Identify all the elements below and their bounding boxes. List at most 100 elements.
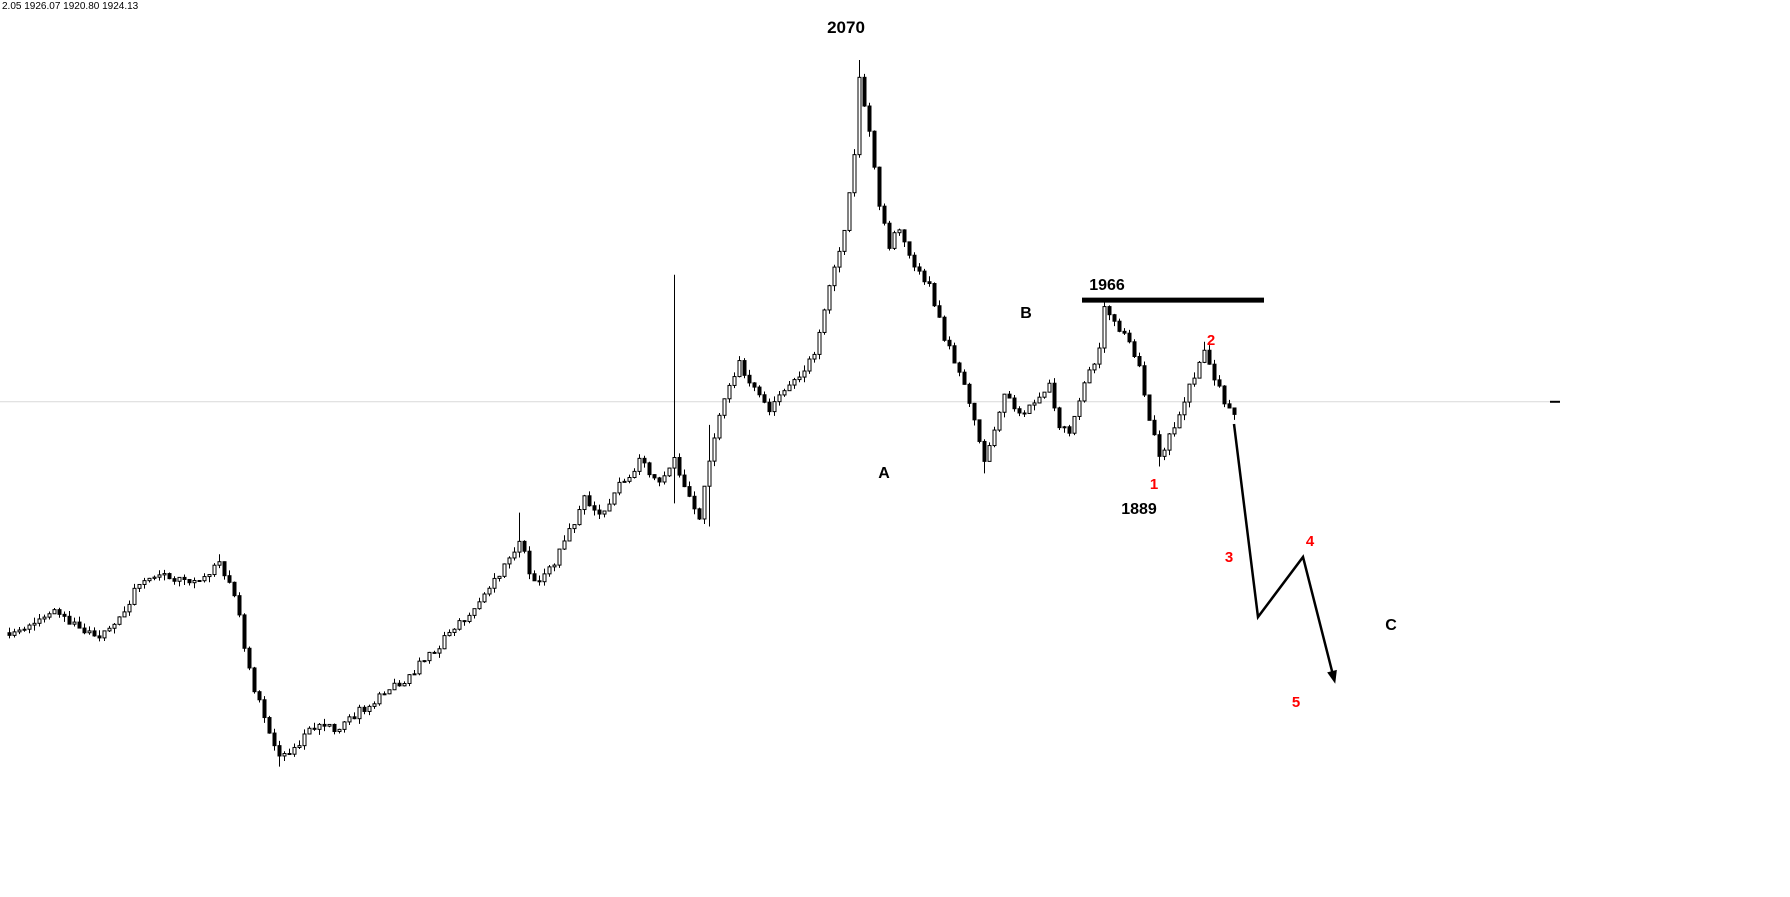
candle-body [422, 660, 427, 663]
candle-body [1087, 369, 1092, 384]
candle-body [82, 627, 87, 634]
candle-body [1162, 449, 1167, 457]
candle-body [272, 732, 277, 747]
chart-label-level-1966[interactable]: 1966 [1089, 277, 1125, 294]
candle-body [1017, 408, 1022, 414]
candle-body [447, 631, 452, 637]
candle-body [937, 305, 942, 318]
candle-body [497, 575, 502, 579]
candle-body [532, 573, 537, 582]
candle-body [912, 254, 917, 268]
candle-body [17, 629, 22, 633]
candle-body [1157, 434, 1162, 457]
candle-body [647, 462, 652, 476]
chart-label-wave-1[interactable]: 1 [1150, 476, 1158, 493]
candle-body [552, 564, 557, 568]
candle-body [817, 331, 822, 355]
candle-body [1167, 433, 1172, 451]
candle-body [242, 614, 247, 649]
chart-label-peak-price[interactable]: 2070 [827, 18, 865, 37]
candle-body [517, 540, 522, 553]
candle-body [972, 402, 977, 421]
candle-body [192, 580, 197, 584]
chart-label-wave-5[interactable]: 5 [1292, 694, 1300, 711]
candle-body [627, 476, 632, 482]
candle-body [592, 505, 597, 511]
candle-body [787, 384, 792, 392]
candle-body [642, 457, 647, 464]
candle-body [47, 613, 52, 618]
candle-body [332, 723, 337, 733]
candle-body [487, 587, 492, 595]
candle-body [152, 576, 157, 579]
forecast-arrowhead[interactable] [1327, 669, 1337, 684]
forecast-line[interactable] [1232, 423, 1335, 676]
candle-body [1077, 400, 1082, 417]
candle-body [1047, 382, 1052, 393]
candle-body [137, 583, 142, 589]
candle-body [1152, 419, 1157, 436]
candle-body [792, 379, 797, 386]
candle-body [1002, 393, 1007, 413]
candle-body [22, 628, 27, 631]
candle-body [52, 609, 57, 615]
candle-body [232, 581, 237, 597]
candle-body [462, 620, 467, 623]
candle-body [987, 445, 992, 462]
candle-body [1232, 407, 1237, 415]
chart-label-wave-2[interactable]: 2 [1207, 332, 1215, 349]
chart-label-wave-3[interactable]: 3 [1225, 549, 1233, 566]
chart-label-wave-C[interactable]: C [1385, 617, 1397, 634]
candle-body [657, 477, 662, 483]
candle-body [977, 419, 982, 442]
candle-body [172, 578, 177, 582]
candle-body [1037, 396, 1042, 404]
candle-body [632, 470, 637, 478]
candle-body [1012, 397, 1017, 410]
candle-body [102, 630, 107, 639]
chart-label-wave-4[interactable]: 4 [1306, 533, 1315, 550]
candle-body [407, 674, 412, 684]
candle-body [207, 574, 212, 578]
candle-body [1207, 349, 1212, 365]
candle-body [32, 622, 37, 626]
candle-body [327, 723, 332, 727]
candle-body [1097, 347, 1102, 365]
candle-body [737, 360, 742, 378]
chart-label-wave-A[interactable]: A [878, 465, 890, 482]
candle-body [1007, 393, 1012, 399]
candle-body [132, 587, 137, 605]
candle-body [722, 398, 727, 416]
candle-body [507, 557, 512, 565]
candle-body [512, 551, 517, 559]
candle-body [467, 614, 472, 622]
candle-body [882, 205, 887, 224]
candle-body [1067, 426, 1072, 434]
candle-body [1187, 383, 1192, 403]
candle-body [857, 76, 862, 156]
candle-body [177, 576, 182, 582]
candle-body [1052, 382, 1057, 409]
candle-body [802, 370, 807, 378]
chart-label-level-1889[interactable]: 1889 [1121, 501, 1157, 518]
candle-body [282, 753, 287, 757]
chart-label-wave-B[interactable]: B [1020, 305, 1032, 322]
candle-body [147, 577, 152, 582]
candle-body [1102, 306, 1107, 349]
candle-body [997, 411, 1002, 431]
candle-body [142, 580, 147, 585]
candle-body [1132, 341, 1137, 358]
candle-body [1137, 356, 1142, 367]
candle-body [337, 728, 342, 733]
candle-body [502, 563, 507, 577]
candle-body [1227, 403, 1232, 409]
candle-body [1192, 377, 1197, 385]
candle-body [1172, 427, 1177, 435]
candle-body [572, 524, 577, 530]
candle-body [397, 682, 402, 687]
candle-body [167, 573, 172, 580]
candle-body [257, 691, 262, 701]
candle-body [667, 467, 672, 477]
candle-body [292, 746, 297, 755]
